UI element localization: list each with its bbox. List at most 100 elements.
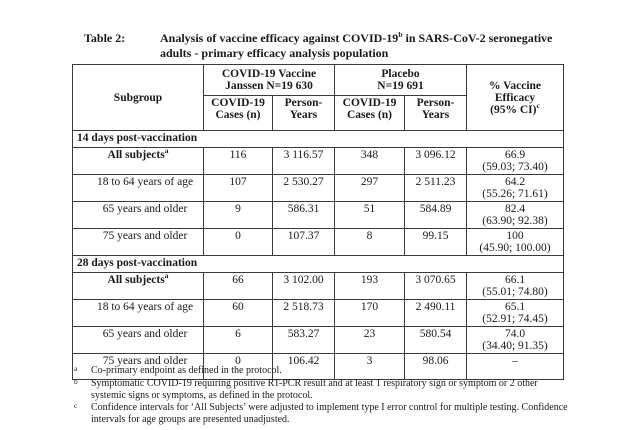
vaccine-person-years-cell: 583.27 <box>272 326 335 354</box>
subgroup-cell: All subjectsa <box>72 272 204 300</box>
vaccine-cases-cell: 0 <box>203 353 273 380</box>
placebo-cases-cell: 348 <box>334 147 405 175</box>
efficacy-cell: 64.2 (55.26; 71.61) <box>466 174 565 202</box>
placebo-cases-cell: 193 <box>334 272 405 300</box>
vaccine-cases-cell: 9 <box>203 201 273 229</box>
efficacy-ci: (63.90; 92.38) <box>482 215 548 227</box>
header-vaccine-efficacy: % Vaccine Efficacy (95% CI)c <box>466 64 565 131</box>
section-label: 28 days post-vaccination <box>71 255 565 273</box>
placebo-py-line1: Person- <box>416 97 455 109</box>
header-sub-row: COVID-19 Cases (n) Person- Years COVID-19 C… <box>73 95 564 131</box>
vaccine-cases-cell: 6 <box>203 326 273 354</box>
placebo-cases-line2: Cases (n) <box>346 109 393 121</box>
footnote-text-c: Confidence intervals for ‘All Subjects’ … <box>91 402 568 426</box>
title-superscript-b: b <box>398 30 403 39</box>
vaccine-person-years-cell: 107.37 <box>272 228 335 256</box>
subgroup-cell: 18 to 64 years of age <box>72 174 204 202</box>
footnote-a: a Co-primary endpoint as defined in the … <box>74 364 571 377</box>
subgroup-label: All subjects <box>107 274 165 286</box>
efficacy-cell: 66.1 (55.01; 74.80) <box>466 272 565 300</box>
placebo-cases-cell: 297 <box>334 174 405 202</box>
footnote-c: c Confidence intervals for ‘All Subjects… <box>74 401 571 426</box>
vaccine-person-years-cell: 2 518.73 <box>272 299 335 327</box>
section-row-28-days: 28 days post-vaccination <box>71 255 565 273</box>
footnotes: a Co-primary endpoint as defined in the … <box>74 364 571 427</box>
efficacy-ci: (52.91; 74.45) <box>482 313 548 325</box>
efficacy-ci: (55.01; 74.80) <box>482 286 548 298</box>
section-label: 14 days post-vaccination <box>71 130 565 148</box>
efficacy-value: 82.4 <box>504 203 526 215</box>
table-row: 18 to 64 years of age 60 2 518.73 170 2 … <box>72 299 565 327</box>
table-row: All subjectsa 66 3 102.00 193 3 070.65 6… <box>72 272 565 300</box>
table-title-text: Analysis of vaccine efficacy against COV… <box>160 31 560 60</box>
vaccine-group-line2: Janssen N=19 630 <box>225 80 313 92</box>
placebo-cases-cell: 170 <box>334 299 405 327</box>
efficacy-cell: – <box>466 353 565 380</box>
table-row: 65 years and older 9 586.31 51 584.89 82… <box>72 201 565 229</box>
subgroup-superscript: a <box>164 147 169 156</box>
placebo-person-years-cell: 584.89 <box>403 201 468 229</box>
placebo-py-line2: Years <box>421 109 450 121</box>
table-row: 75 years and older 0 106.42 3 98.06 – <box>72 353 565 380</box>
header-vaccine-group: COVID-19 Vaccine Janssen N=19 630 <box>203 64 335 96</box>
subgroup-cell: 65 years and older <box>72 326 204 354</box>
placebo-person-years-cell: 3 096.12 <box>403 147 468 175</box>
placebo-person-years-cell: 99.15 <box>403 228 468 256</box>
vaccine-py-line1: Person- <box>284 97 323 109</box>
footnote-marker-a: a <box>74 364 78 373</box>
subgroup-cell: 75 years and older <box>72 228 204 256</box>
title-line2: adults - primary efficacy analysis popul… <box>160 45 389 60</box>
title-line1-post: in SARS-CoV-2 seronegative <box>402 31 553 45</box>
efficacy-cell: 65.1 (52.91; 74.45) <box>466 299 565 327</box>
header-placebo-cases: COVID-19 Cases (n) <box>334 95 405 131</box>
efficacy-header-line2: Efficacy <box>494 91 536 104</box>
placebo-cases-cell: 51 <box>334 201 405 229</box>
subgroup-cell: 75 years and older <box>72 353 204 380</box>
vaccine-cases-cell: 66 <box>203 272 273 300</box>
efficacy-value: – <box>512 355 518 367</box>
table-row: 65 years and older 6 583.27 23 580.54 74… <box>72 326 565 354</box>
vaccine-person-years-cell: 3 116.57 <box>272 147 335 175</box>
header-group-row: Subgroup COVID-19 Vaccine Janssen N=19 63… <box>72 64 565 131</box>
header-subgroup: Subgroup <box>72 64 204 131</box>
placebo-person-years-cell: 2 490.11 <box>403 299 468 327</box>
efficacy-value: 64.2 <box>504 176 526 188</box>
vaccine-cases-cell: 116 <box>203 147 273 175</box>
vaccine-cases-line1: COVID-19 <box>211 97 265 109</box>
efficacy-value: 66.1 <box>504 274 526 286</box>
vaccine-person-years-cell: 106.42 <box>272 353 335 380</box>
table-title-label: Table 2: <box>84 31 126 45</box>
vaccine-cases-cell: 60 <box>203 299 273 327</box>
efficacy-cell: 74.0 (34.40; 91.35) <box>466 326 565 354</box>
footnote-marker-c: c <box>74 401 78 411</box>
vaccine-cases-cell: 0 <box>203 228 273 256</box>
vaccine-efficacy-table: Subgroup COVID-19 Vaccine Janssen N=19 63… <box>71 64 565 380</box>
subgroup-label: 18 to 64 years of age <box>96 301 194 313</box>
vaccine-person-years-cell: 2 530.27 <box>272 174 335 202</box>
vaccine-group-line1: COVID-19 Vaccine <box>221 68 317 80</box>
header-vaccine-person-years: Person- Years <box>272 95 335 131</box>
placebo-cases-cell: 3 <box>334 353 405 380</box>
placebo-person-years-cell: 580.54 <box>403 326 468 354</box>
efficacy-header-line1: % Vaccine <box>488 79 542 92</box>
table-row: 18 to 64 years of age 107 2 530.27 297 2… <box>72 174 565 202</box>
subgroup-label: 18 to 64 years of age <box>96 176 194 188</box>
placebo-person-years-cell: 98.06 <box>403 353 468 380</box>
efficacy-header-superscript-c: c <box>536 100 540 110</box>
efficacy-cell: 100 (45.90; 100.00) <box>466 228 565 256</box>
efficacy-cell: 82.4 (63.90; 92.38) <box>466 201 565 229</box>
subgroup-cell: All subjectsa <box>72 147 204 175</box>
placebo-group-line2: N=19 691 <box>377 80 424 92</box>
efficacy-cell: 66.9 (59.03; 73.40) <box>466 147 565 175</box>
placebo-person-years-cell: 2 511.23 <box>403 174 468 202</box>
efficacy-value: 74.0 <box>504 328 526 340</box>
table-row: All subjectsa 116 3 116.57 348 3 096.12 … <box>72 147 565 175</box>
subgroup-label: 75 years and older <box>102 230 188 242</box>
placebo-person-years-cell: 3 070.65 <box>403 272 468 300</box>
placebo-cases-cell: 8 <box>334 228 405 256</box>
subgroup-superscript: a <box>164 272 169 281</box>
header-placebo-person-years: Person- Years <box>403 95 468 131</box>
footnote-marker-b: b <box>74 376 78 386</box>
vaccine-person-years-cell: 3 102.00 <box>272 272 335 300</box>
